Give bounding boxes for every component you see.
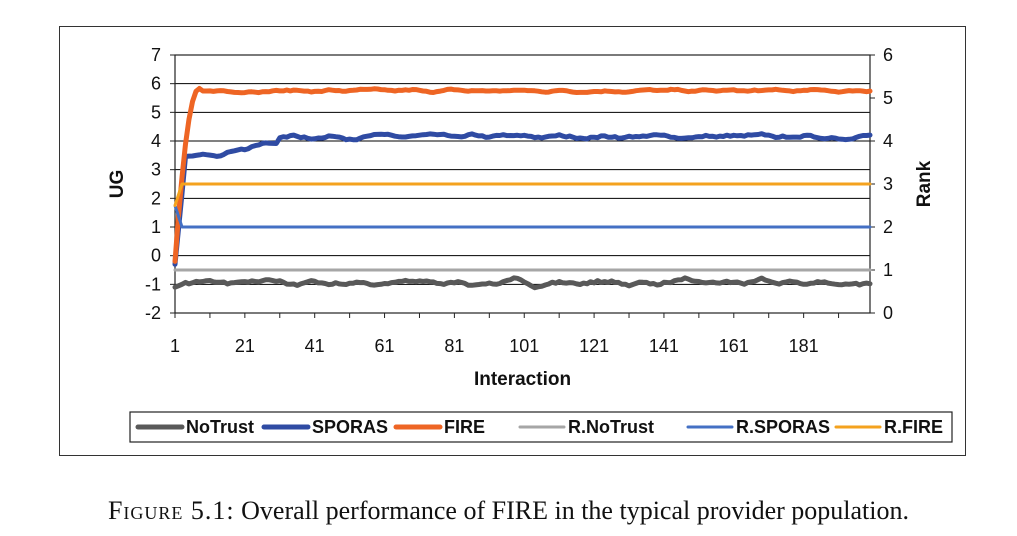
y-tick-label: 5 (151, 102, 161, 122)
y-tick-label: -1 (145, 274, 161, 294)
x-tick-label: 181 (789, 336, 819, 356)
y-tick-label: 6 (151, 74, 161, 94)
y2-tick-label: 3 (883, 174, 893, 194)
figure-caption: Figure 5.1: Overall performance of FIRE … (0, 496, 1017, 526)
figure-caption-text: Overall performance of FIRE in the typic… (241, 496, 910, 525)
y2-tick-label: 2 (883, 217, 893, 237)
x-axis-title: Interaction (474, 369, 571, 390)
y-tick-label: 0 (151, 246, 161, 266)
series-line-notrust (172, 275, 873, 291)
x-tick-label: 61 (375, 336, 395, 356)
y-tick-label: -2 (145, 303, 161, 323)
legend-label: FIRE (444, 417, 485, 437)
y-tick-label: 2 (151, 188, 161, 208)
y2-tick-label: 1 (883, 260, 893, 280)
x-tick-label: 1 (170, 336, 180, 356)
y-axis-title: UG (107, 170, 128, 199)
legend-label: R.SPORAS (736, 417, 830, 437)
legend-label: NoTrust (186, 417, 254, 437)
series-line-fire (172, 86, 873, 264)
y2-tick-label: 6 (883, 45, 893, 65)
chart-frame: -2 -1 0 1 2 3 4 5 6 7 0 1 2 3 4 5 6 1 21 41 61 81 101 121 141 161… (59, 26, 966, 456)
x-tick-label: 81 (444, 336, 464, 356)
y2-tick-label: 5 (883, 88, 893, 108)
x-tick-label: 121 (579, 336, 609, 356)
y2-axis-title: Rank (914, 160, 935, 207)
figure-label: Figure 5.1: (107, 496, 235, 525)
series-line-r-fire (173, 182, 872, 207)
y2-tick-label: 4 (883, 131, 893, 151)
x-tick-label: 101 (509, 336, 539, 356)
x-tick-label: 161 (719, 336, 749, 356)
x-tick-label: 141 (649, 336, 679, 356)
y2-tick-label: 0 (883, 303, 893, 323)
legend-label: SPORAS (312, 417, 388, 437)
x-tick-label: 41 (305, 336, 325, 356)
series-line-sporas (172, 131, 873, 267)
legend-label: R.NoTrust (568, 417, 654, 437)
y-tick-label: 1 (151, 217, 161, 237)
legend-label: R.FIRE (884, 417, 943, 437)
x-tick-label: 21 (235, 336, 255, 356)
series-line-r-sporas (173, 204, 872, 229)
y-tick-label: 7 (151, 45, 161, 65)
y-tick-label: 3 (151, 160, 161, 180)
y-tick-label: 4 (151, 131, 161, 151)
